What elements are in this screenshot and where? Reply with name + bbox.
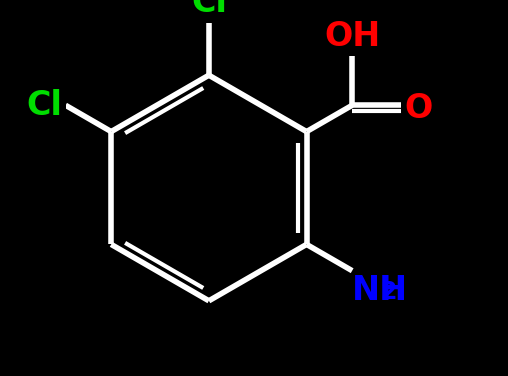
Text: Cl: Cl xyxy=(191,0,227,19)
Text: 2: 2 xyxy=(380,280,397,304)
Text: Cl: Cl xyxy=(26,89,62,122)
Text: O: O xyxy=(405,92,433,124)
Text: OH: OH xyxy=(324,20,380,53)
Text: NH: NH xyxy=(352,274,408,308)
